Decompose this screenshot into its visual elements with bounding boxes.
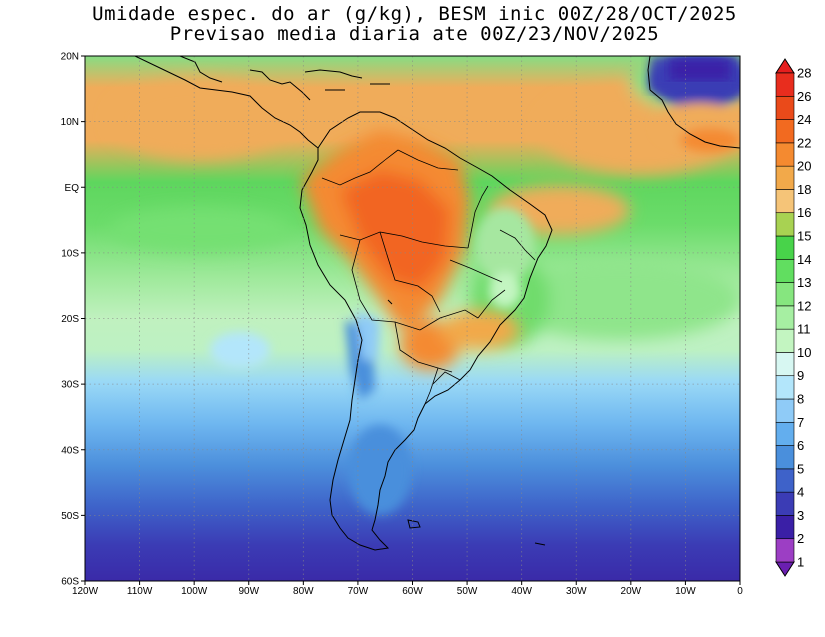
colorbar-label: 18	[797, 182, 811, 197]
colorbar-segment	[775, 538, 795, 563]
colorbar-segment	[775, 282, 795, 307]
colorbar-segment	[775, 328, 795, 353]
colorbar-segment	[775, 468, 795, 493]
lon-tick-label: 60W	[402, 586, 423, 597]
colorbar-segment	[775, 235, 795, 260]
colorbar-label: 2	[797, 531, 804, 546]
lon-tick-label: 30W	[566, 586, 587, 597]
lat-tick-label: 60S	[61, 577, 79, 588]
colorbar-label: 8	[797, 392, 804, 407]
colorbar-under-triangle	[775, 561, 795, 577]
lon-tick-label: 0	[737, 586, 743, 597]
lon-tick-label: 90W	[238, 586, 259, 597]
colorbar-label: 14	[797, 252, 811, 267]
colorbar-segment	[775, 375, 795, 400]
colorbar-label: 4	[797, 485, 804, 500]
colorbar-label: 15	[797, 229, 811, 244]
lat-tick-label: 30S	[61, 380, 79, 391]
map-gridlines	[85, 56, 740, 581]
colorbar-segment	[775, 515, 795, 540]
lat-tick-label: 10S	[61, 248, 79, 259]
colorbar-label: 16	[797, 205, 811, 220]
colorbar-label: 12	[797, 298, 811, 313]
colorbar-label: 9	[797, 368, 804, 383]
colorbar-segment	[775, 95, 795, 120]
colorbar-over-triangle	[775, 58, 795, 74]
lat-tick-label: EQ	[65, 183, 80, 194]
colorbar-segment	[775, 491, 795, 516]
lon-tick-label: 110W	[127, 586, 153, 597]
colorbar-segment	[775, 189, 795, 214]
colorbar-label: 22	[797, 135, 811, 150]
colorbar-segment	[775, 258, 795, 283]
colorbar-label: 3	[797, 508, 804, 523]
lon-tick-label: 10W	[675, 586, 696, 597]
colorbar-segment	[775, 72, 795, 97]
colorbar-label: 26	[797, 89, 811, 104]
latitude-axis: 20N 10N EQ 10S 20S 30S 40S 50S 60S	[61, 52, 85, 588]
lat-tick-label: 10N	[61, 117, 79, 128]
lat-tick-label: 40S	[61, 445, 79, 456]
colorbar-label: 28	[797, 66, 811, 81]
lon-tick-label: 20W	[621, 586, 642, 597]
colorbar-segment	[775, 165, 795, 190]
colorbar-label: 6	[797, 438, 804, 453]
colorbar-label: 24	[797, 112, 811, 127]
colorbar-segment	[775, 421, 795, 446]
colorbar-label: 10	[797, 345, 811, 360]
map-title-line2: Previsao media diaria ate 00Z/23/NOV/202…	[169, 23, 660, 45]
lat-tick-label: 20S	[61, 314, 79, 325]
colorbar-label: 11	[797, 322, 811, 337]
lon-tick-label: 100W	[181, 586, 208, 597]
colorbar-label: 13	[797, 275, 811, 290]
colorbar-segment	[775, 305, 795, 330]
lat-tick-label: 50S	[61, 511, 79, 522]
lon-tick-label: 50W	[457, 586, 478, 597]
lon-tick-label: 80W	[293, 586, 314, 597]
colorbar-segment	[775, 398, 795, 423]
colorbar-segment	[775, 445, 795, 470]
colorbar-segment	[775, 119, 795, 144]
lon-tick-label: 70W	[348, 586, 369, 597]
humidity-field	[85, 56, 740, 581]
longitude-axis: 120W 110W 100W 90W 80W 70W 60W 50W 40W 30W 20W 10W 0	[72, 581, 743, 597]
map-title-line1: Umidade espec. do ar (g/kg), BESM inic 0…	[92, 3, 737, 25]
colorbar-label: 20	[797, 159, 811, 174]
colorbar-segment	[775, 352, 795, 377]
colorbar-segment	[775, 212, 795, 237]
colorbar-label: 5	[797, 461, 804, 476]
colorbar-label: 1	[797, 555, 804, 570]
colorbar-label: 7	[797, 415, 804, 430]
lat-tick-label: 20N	[61, 52, 79, 63]
lon-tick-label: 40W	[511, 586, 532, 597]
lon-tick-label: 120W	[72, 586, 99, 597]
colorbar-segment	[775, 142, 795, 167]
